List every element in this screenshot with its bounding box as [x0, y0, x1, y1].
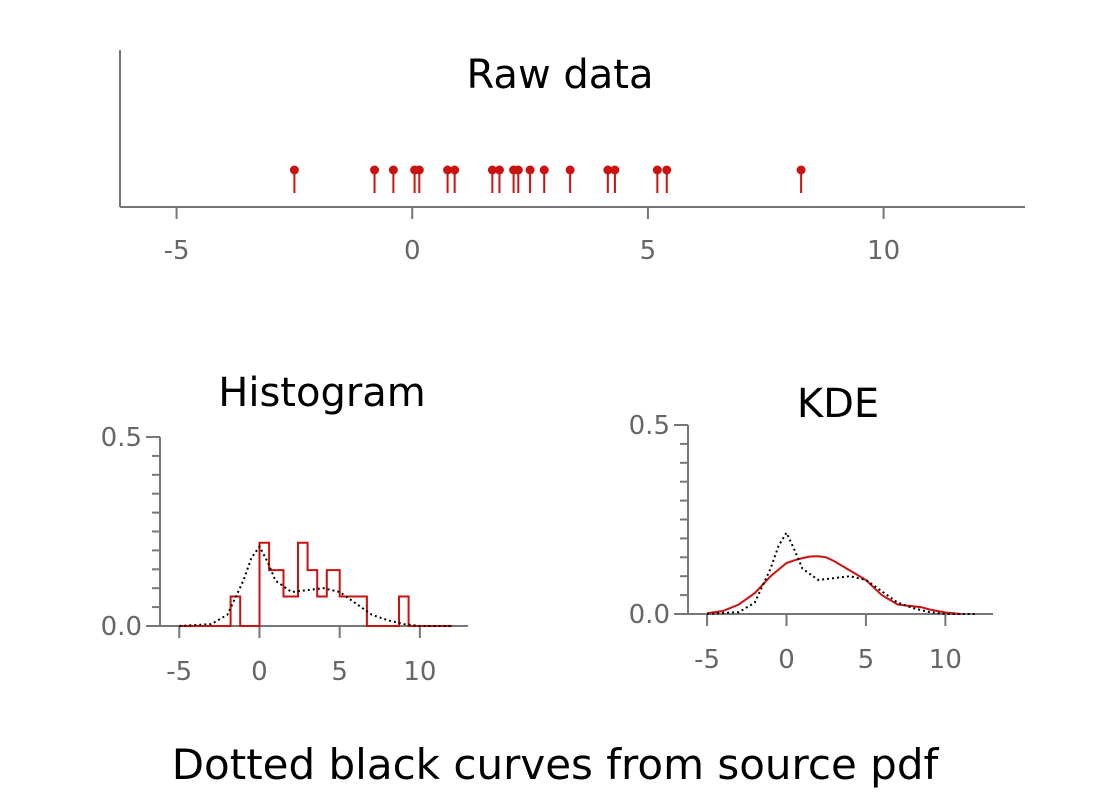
hist-bars [179, 541, 452, 627]
kde-x-tick-label: -5 [694, 645, 720, 675]
raw-x-tick-label: -5 [164, 236, 190, 266]
kde-y-tick-label: 0.0 [629, 600, 670, 630]
raw-x-tick-label: 5 [640, 236, 657, 266]
raw-point [289, 165, 299, 175]
raw-x-tick-label: 10 [867, 236, 900, 266]
hist-x-tick-label: -5 [166, 657, 192, 687]
raw-point [443, 165, 453, 175]
kde-estimate-curve [706, 555, 962, 615]
hist-x-tick-label: 10 [403, 657, 436, 687]
raw-title: Raw data [467, 52, 654, 98]
raw-point [565, 165, 575, 175]
hist-x-tick-label: 5 [331, 657, 348, 687]
kde-x-tick-label: 10 [929, 645, 962, 675]
raw-point [487, 165, 497, 175]
raw-point [414, 165, 424, 175]
kde-y-tick-label: 0.5 [629, 411, 670, 441]
hist-title: Histogram [218, 370, 426, 416]
raw-point [388, 165, 398, 175]
figure-caption: Dotted black curves from source pdf [171, 740, 939, 789]
kde-title: KDE [797, 381, 879, 427]
raw-point [796, 165, 806, 175]
kde-x-tick-label: 0 [778, 645, 795, 675]
raw-point [652, 165, 662, 175]
raw-point [610, 165, 620, 175]
raw-point [525, 165, 535, 175]
kde-x-tick-label: 5 [858, 645, 875, 675]
hist-y-tick-label: 0.0 [101, 612, 142, 642]
raw-point [370, 165, 380, 175]
kde-source-pdf-curve [707, 530, 978, 615]
raw-point [450, 165, 460, 175]
raw-x-tick-label: 0 [404, 236, 421, 266]
raw-point [603, 165, 613, 175]
hist-x-tick-label: 0 [251, 657, 268, 687]
raw-point [662, 165, 672, 175]
hist-source-pdf-curve [179, 544, 452, 627]
raw-point [494, 165, 504, 175]
raw-point [539, 165, 549, 175]
hist-y-tick-label: 0.5 [101, 423, 142, 453]
raw-point [513, 165, 523, 175]
